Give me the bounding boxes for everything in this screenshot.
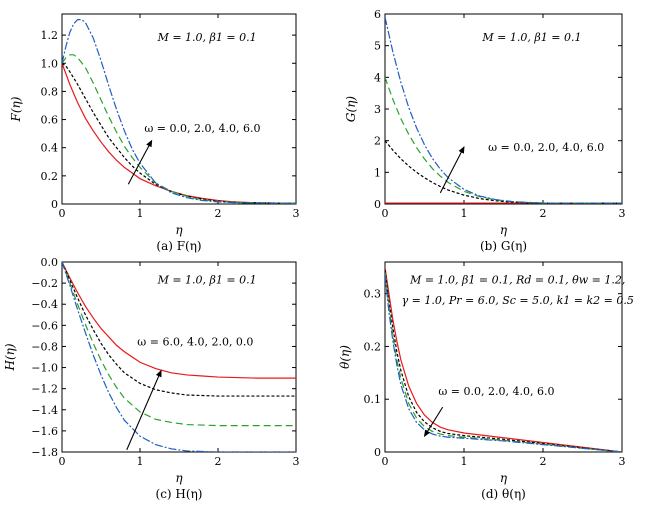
x-tick-label: 2 (215, 455, 222, 468)
panel-caption: (b) G(η) (480, 239, 527, 253)
x-axis-label: η (500, 471, 508, 485)
omega-annotation: ω = 0.0, 2.0, 4.0, 6.0 (488, 141, 604, 154)
parameter-label-2: γ = 1.0, Pr = 6.0, Sc = 5.0, k1 = k2 = 0… (402, 294, 634, 307)
y-tick-label: 4 (374, 71, 381, 84)
y-tick-label: −0.4 (31, 298, 58, 311)
y-tick-label: −1.4 (31, 404, 58, 417)
y-tick-label: 2 (374, 135, 381, 148)
series-line-omega-6-0 (385, 17, 622, 204)
x-tick-label: 3 (293, 455, 300, 468)
x-tick-label: 3 (619, 207, 626, 220)
y-tick-label: 1 (374, 166, 381, 179)
y-tick-label: −0.8 (31, 340, 58, 353)
parameter-label: M = 1.0, β1 = 0.1 (157, 31, 257, 44)
y-tick-label: 0.2 (41, 170, 59, 183)
y-axis-label: F(η) (9, 96, 23, 122)
series-line-omega-4-0 (62, 54, 296, 204)
omega-annotation: ω = 0.0, 2.0, 4.0, 6.0 (438, 385, 554, 398)
parameter-label: M = 1.0, β1 = 0.1 (481, 31, 581, 44)
panel-caption: (d) θ(η) (481, 487, 526, 501)
x-tick-label: 3 (293, 207, 300, 220)
y-tick-label: 0.8 (41, 85, 59, 98)
x-tick-label: 1 (461, 455, 468, 468)
chart-panel: 0 1 2 3 0 1 2 3 4 5 6 M = 1.0, β1 = 0.1 ω = 0.0, 2.0… (344, 8, 626, 253)
series-line-omega-6-0 (62, 19, 296, 204)
y-tick-label: −1.0 (31, 362, 58, 375)
trend-arrow (126, 369, 162, 451)
y-tick-label: 5 (374, 40, 381, 53)
chart-panel: 0 1 2 3 0 0.2 0.4 0.6 0.8 1.0 1.2 M = 1.0, β1 = 0.1… (9, 13, 300, 253)
omega-annotation: ω = 6.0, 4.0, 2.0, 0.0 (137, 336, 253, 349)
x-tick-label: 2 (215, 207, 222, 220)
y-tick-label: 0.2 (364, 340, 382, 353)
x-tick-label: 0 (59, 207, 66, 220)
y-tick-label: 0.6 (41, 114, 59, 127)
series-line-omega-0-0 (385, 267, 622, 452)
x-axis-label: η (175, 471, 183, 485)
y-tick-label: −1.2 (31, 383, 58, 396)
trend-arrow (439, 146, 465, 194)
y-tick-label: 6 (374, 8, 381, 21)
y-tick-label: 0 (374, 198, 381, 211)
series-line-omega-4-0 (62, 262, 296, 427)
y-tick-label: −0.6 (31, 319, 58, 332)
series-line-omega-0-0 (62, 63, 296, 204)
trend-arrow (127, 139, 153, 185)
trend-arrow (423, 406, 444, 438)
x-tick-label: 1 (461, 207, 468, 220)
series-line-omega-0-0 (62, 262, 296, 379)
panel-caption: (a) F(η) (156, 239, 201, 253)
chart-panel: 0 1 2 3 0 0.1 0.2 0.3 M = 1.0, β1 = 0.1, Rd = 0.… (338, 261, 634, 501)
x-tick-label: 0 (59, 455, 66, 468)
y-tick-label: 3 (374, 103, 381, 116)
series-line-omega-2-0 (385, 269, 622, 452)
y-tick-label: 0.1 (364, 393, 382, 406)
y-axis-label: G(η) (344, 96, 358, 122)
y-tick-label: 0 (374, 446, 381, 459)
x-tick-label: 0 (382, 207, 389, 220)
plot-frame (61, 13, 297, 205)
parameter-label: M = 1.0, β1 = 0.1, Rd = 0.1, θw = 1.2, (409, 273, 625, 286)
panel-caption: (c) H(η) (156, 487, 203, 501)
series-line-omega-6-0 (385, 275, 622, 452)
y-tick-label: −0.2 (31, 277, 58, 290)
y-tick-label: −1.6 (31, 425, 58, 438)
y-axis-label: H(η) (3, 343, 17, 371)
y-tick-label: 0.3 (364, 288, 382, 301)
y-tick-label: 1.0 (41, 57, 59, 70)
series-line-omega-2-0 (62, 262, 296, 397)
x-tick-label: 1 (137, 207, 144, 220)
y-tick-label: −1.8 (31, 446, 58, 459)
y-tick-label: 1.2 (41, 29, 59, 42)
series-line-omega-6-0 (62, 262, 296, 452)
x-tick-label: 2 (540, 207, 547, 220)
x-tick-label: 2 (540, 455, 547, 468)
parameter-label: M = 1.0, β1 = 0.1 (157, 273, 257, 286)
y-tick-label: 0 (51, 198, 58, 211)
x-axis-label: η (500, 223, 508, 237)
y-axis-label: θ(η) (338, 345, 352, 369)
series-line-omega-2-0 (62, 62, 296, 204)
series-line-omega-4-0 (385, 77, 622, 204)
x-tick-label: 3 (619, 455, 626, 468)
omega-annotation: ω = 0.0, 2.0, 4.0, 6.0 (144, 122, 260, 135)
x-tick-label: 0 (382, 455, 389, 468)
chart-panel: 0 1 2 3 0.0 −0.2 −0.4 −0.6 −0.8 −1.0 −1.2 −1.4 −1.6 −… (3, 256, 300, 501)
plot-frame (384, 261, 623, 453)
plot-frame (61, 261, 297, 453)
y-tick-label: 0.0 (41, 256, 59, 269)
x-axis-label: η (175, 223, 183, 237)
x-tick-label: 1 (137, 455, 144, 468)
y-tick-label: 0.4 (41, 142, 59, 155)
